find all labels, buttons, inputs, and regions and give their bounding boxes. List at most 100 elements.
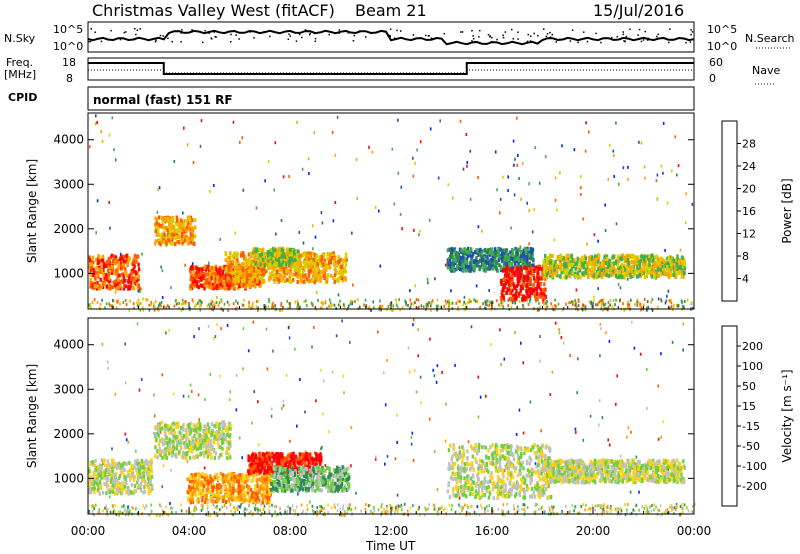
data-pixel [370,308,372,312]
data-pixel [607,177,610,181]
data-pixel [679,513,681,517]
data-pixel [148,303,150,307]
data-pixel [213,283,216,288]
data-pixel [677,304,679,308]
data-pixel [268,250,271,255]
nsky-dot [504,31,507,33]
data-pixel [623,308,625,312]
data-pixel [91,300,94,304]
data-pixel [475,299,477,303]
data-pixel [566,266,570,271]
data-pixel [104,306,106,310]
data-pixel [299,273,302,278]
data-pixel [109,226,111,230]
data-pixel [253,268,256,273]
data-pixel [216,323,218,327]
data-pixel [399,505,401,509]
data-pixel [249,251,252,256]
data-pixel [480,264,483,269]
y-tick-label: 2000 [53,222,84,236]
data-pixel [675,268,679,273]
data-pixel [103,282,106,286]
data-pixel [590,507,592,511]
data-pixel [236,275,239,280]
data-pixel [534,510,537,514]
data-pixel [377,330,379,334]
data-pixel [392,304,395,308]
data-pixel [136,304,139,308]
data-pixel [582,438,585,442]
data-pixel [515,432,518,436]
nsky-dot [546,33,549,35]
data-pixel [515,306,518,310]
data-pixel [329,301,332,305]
data-pixel [323,274,326,279]
data-pixel [626,511,628,515]
data-pixel [640,259,643,263]
data-pixel [613,154,615,157]
data-pixel [205,280,209,285]
data-pixel [336,115,339,119]
nsky-dot [647,37,649,40]
data-pixel [509,280,512,285]
data-pixel [396,440,398,444]
data-pixel [624,256,627,261]
data-pixel [514,246,517,251]
data-pixel [411,431,414,435]
data-pixel [577,304,580,308]
data-pixel [269,252,273,257]
data-pixel [627,305,629,309]
data-pixel [326,306,328,310]
data-pixel [531,263,534,268]
data-pixel [211,276,214,281]
data-pixel [490,258,493,263]
data-pixel [607,261,610,266]
data-pixel [191,218,194,223]
data-pixel [212,271,215,276]
data-pixel [135,259,138,264]
data-pixel [262,508,265,512]
data-pixel [667,271,670,276]
data-pixel [564,270,567,275]
nsky-dot [616,35,618,38]
data-pixel [511,253,514,258]
data-pixel [472,251,475,256]
data-pixel [288,175,290,179]
nsky-dot [100,40,103,43]
data-pixel [131,505,133,509]
data-pixel [153,308,156,312]
data-pixel [154,239,157,244]
data-pixel [505,278,508,283]
data-pixel [260,259,263,264]
data-pixel [273,275,276,280]
data-pixel [509,267,512,272]
data-pixel [247,257,250,262]
data-pixel [280,273,283,278]
data-pixel [298,258,302,263]
data-pixel [110,268,113,273]
data-pixel [615,298,617,302]
data-pixel [657,297,660,301]
data-pixel [296,274,300,279]
data-pixel [526,506,529,509]
nsky-dot [478,36,480,38]
data-pixel [125,256,128,261]
data-pixel [508,291,511,296]
data-pixel [568,301,570,305]
data-pixel [622,166,625,170]
data-pixel [111,116,114,120]
nsky-dot [338,32,340,34]
data-pixel [208,272,212,276]
data-pixel [543,292,546,297]
data-pixel [458,262,461,266]
data-pixel [372,511,374,515]
nsky-dot [502,36,505,39]
data-pixel [490,308,493,312]
data-pixel [517,274,520,279]
data-pixel [611,272,614,277]
data-pixel [588,300,591,304]
data-pixel [102,268,105,273]
data-pixel [507,510,510,514]
data-pixel [512,293,515,298]
data-pixel [268,300,270,304]
